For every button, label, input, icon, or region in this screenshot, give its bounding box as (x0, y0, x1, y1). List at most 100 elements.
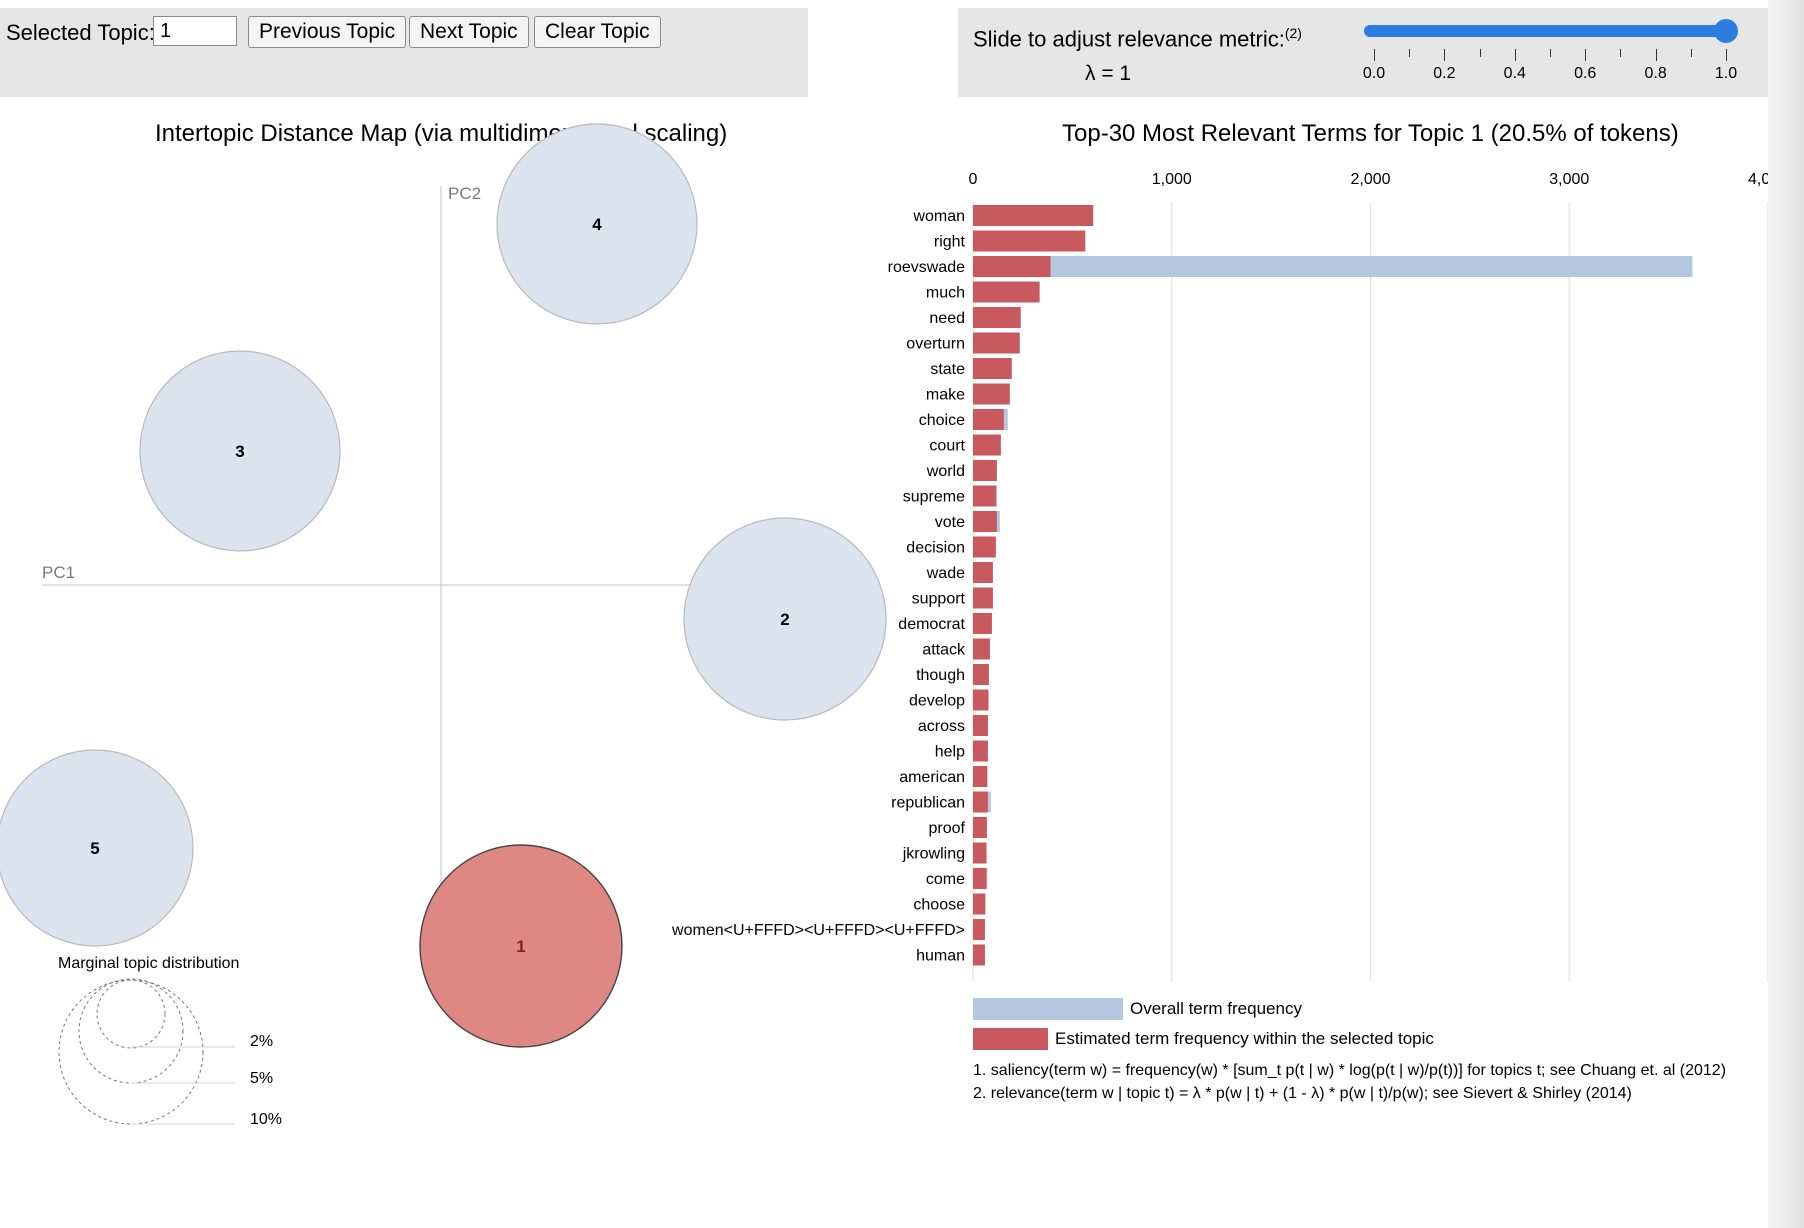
bar-overall (973, 230, 1086, 252)
term-label: jkrowling (902, 846, 965, 863)
bar-overall (973, 689, 989, 711)
bar-overall (973, 919, 985, 940)
topic-circle-4[interactable] (496, 123, 698, 325)
bar-overall (973, 409, 1008, 430)
bar-estimated (973, 536, 996, 558)
bar-overall (973, 740, 988, 762)
bar-overall (973, 434, 1001, 456)
term-label: develop (909, 693, 965, 710)
lambda-tick (1726, 49, 1727, 61)
term-label: court (929, 438, 965, 455)
term-label: help (935, 744, 965, 761)
next-topic-button[interactable]: Next Topic (409, 16, 529, 48)
lambda-tick (1374, 49, 1375, 61)
bar-overall (973, 817, 987, 838)
bar-overall (973, 868, 988, 889)
lambda-slider-track[interactable] (1364, 25, 1726, 37)
lambda-tick (1620, 49, 1622, 57)
bar-estimated (973, 307, 1021, 328)
legend-swatch-overall (973, 998, 1123, 1020)
bar-estimated (973, 358, 1012, 379)
term-label: right (934, 234, 966, 251)
bar-estimated (973, 256, 1051, 277)
relevant-terms-title: Top-30 Most Relevant Terms for Topic 1 (… (1062, 120, 1679, 147)
topic-label-2: 2 (780, 610, 789, 629)
bar-estimated (973, 613, 992, 634)
clear-topic-button[interactable]: Clear Topic (534, 16, 661, 48)
term-label: decision (906, 540, 965, 557)
lambda-slider-handle[interactable] (1714, 19, 1738, 43)
bar-overall (973, 383, 1010, 405)
topic-label-3: 3 (235, 442, 244, 461)
marginal-circle-2pct (96, 979, 166, 1049)
lambda-tick (1409, 49, 1411, 57)
bar-estimated (973, 485, 997, 507)
term-label: attack (922, 642, 966, 659)
bar-estimated (973, 842, 987, 864)
term-label: overturn (906, 336, 965, 353)
term-label: make (926, 387, 965, 404)
topic-circle-3[interactable] (139, 350, 341, 552)
term-label: american (899, 769, 965, 786)
lambda-slider-label: Slide to adjust relevance metric:(2) (973, 25, 1302, 52)
term-label: proof (929, 820, 966, 837)
bar-overall (973, 562, 993, 583)
term-label: support (912, 591, 966, 608)
term-label: republican (891, 795, 965, 812)
marginal-label-2pct: 2% (250, 1033, 273, 1050)
topic-circle-2[interactable] (683, 517, 887, 721)
topic-label-1: 1 (516, 937, 525, 956)
term-label: across (918, 718, 965, 735)
bar-overall (973, 766, 988, 787)
topic-circle-5[interactable] (0, 749, 194, 947)
term-label: supreme (903, 489, 965, 506)
bar-overall (973, 307, 1021, 328)
x-tick-label: 2,000 (1350, 171, 1390, 188)
bar-overall (973, 485, 997, 507)
lambda-tick (1514, 49, 1516, 61)
marginal-circle-5pct (78, 978, 184, 1084)
term-label: world (926, 463, 965, 480)
bar-overall (973, 944, 985, 966)
term-label: human (916, 948, 965, 965)
term-label: wade (926, 565, 965, 582)
marginal-distribution-title: Marginal topic distribution (58, 955, 239, 972)
bar-overall (973, 791, 991, 813)
bar-estimated (973, 332, 1020, 354)
bar-overall (973, 536, 996, 558)
lambda-tick (1655, 49, 1657, 61)
bar-overall (973, 893, 986, 915)
selected-topic-label: Selected Topic: (6, 20, 155, 45)
bar-estimated (973, 868, 987, 889)
bar-estimated (973, 791, 988, 813)
selected-topic-input[interactable] (153, 16, 237, 46)
lambda-tick (1585, 49, 1587, 61)
lambda-tick-label: 0.2 (1433, 65, 1456, 82)
topic-label-5: 5 (90, 839, 99, 858)
footnote-saliency: 1. saliency(term w) = frequency(w) * [su… (973, 1062, 1727, 1079)
bar-overall (973, 511, 1000, 532)
bar-overall (973, 256, 1693, 277)
bar-overall (973, 842, 987, 864)
bar-overall (973, 613, 992, 634)
lambda-tick-label: 0.8 (1644, 65, 1667, 82)
bar-estimated (973, 664, 989, 685)
bar-estimated (973, 893, 986, 915)
bar-overall (973, 281, 1040, 303)
term-label: choose (913, 897, 965, 914)
topic-circle-1-selected[interactable] (419, 844, 623, 1048)
lambda-panel: Slide to adjust relevance metric:(2) λ =… (958, 8, 1768, 97)
bar-estimated (973, 511, 997, 532)
bar-estimated (973, 562, 993, 583)
previous-topic-button[interactable]: Previous Topic (248, 16, 407, 48)
lambda-tick (1444, 49, 1446, 61)
bar-overall (973, 715, 988, 736)
term-label: need (929, 310, 965, 327)
marginal-label-10pct: 10% (250, 1111, 282, 1128)
bar-overall (973, 587, 993, 609)
lambda-tick-label: 0.0 (1362, 65, 1386, 82)
term-label: democrat (898, 616, 965, 633)
legend-swatch-estimated (973, 1028, 1048, 1050)
legend-label-overall: Overall term frequency (1130, 999, 1302, 1018)
bar-estimated (973, 434, 1001, 456)
